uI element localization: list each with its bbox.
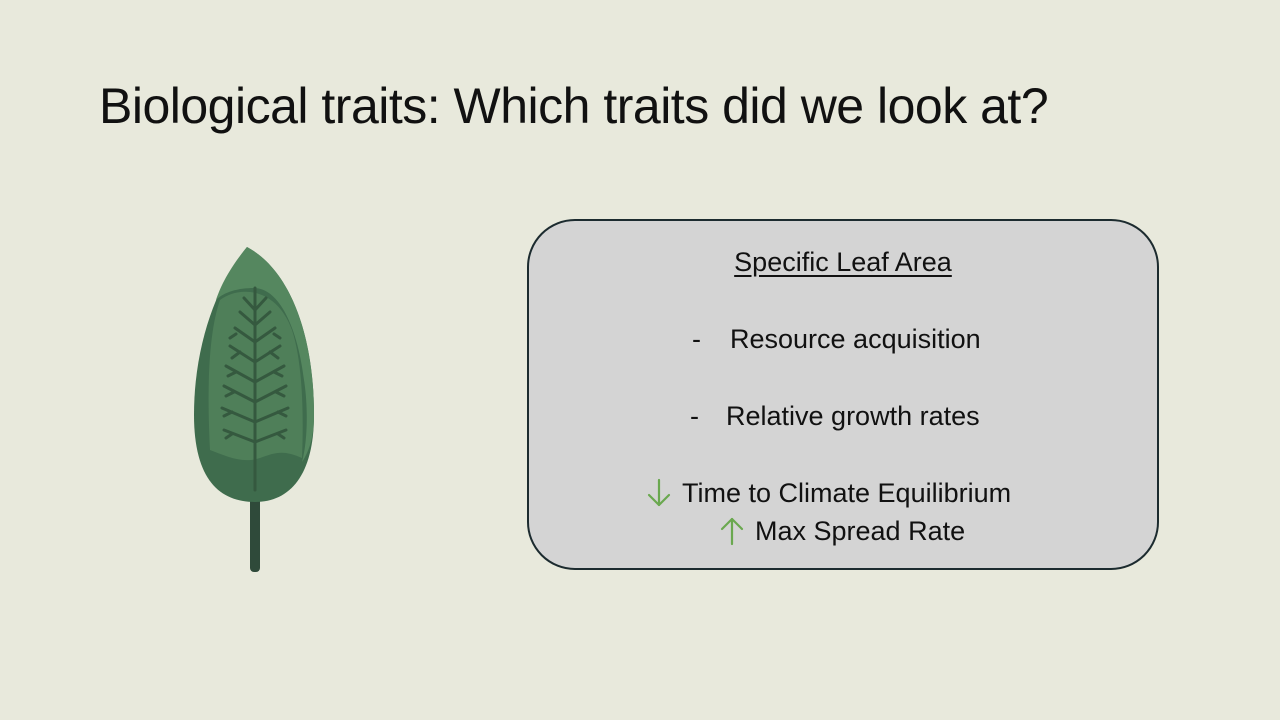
bullet-text: Relative growth rates — [726, 401, 980, 431]
bullet-marker: - — [690, 401, 699, 431]
leaf-highlight — [216, 247, 314, 462]
slide-title: Biological traits: Which traits did we l… — [99, 78, 1049, 134]
arrow-down-icon — [647, 478, 671, 507]
effect-time-to-climate-equilibrium: Time to Climate Equilibrium — [646, 476, 1011, 510]
effect-text: Max Spread Rate — [755, 516, 966, 546]
leaf-icon — [194, 247, 314, 572]
leaf-veins — [220, 286, 290, 492]
bullet-marker: - — [692, 324, 701, 354]
leaf-stem — [250, 490, 260, 572]
bullet-resource-acquisition: - Resource acquisition — [692, 322, 981, 356]
trait-heading: Specific Leaf Area — [734, 247, 952, 277]
arrow-up-icon — [720, 517, 744, 546]
bullet-relative-growth-rates: - Relative growth rates — [690, 399, 980, 433]
trait-box: Specific Leaf Area - Resource acquisition… — [527, 219, 1159, 570]
effect-max-spread-rate: Max Spread Rate — [719, 514, 965, 548]
effect-text: Time to Climate Equilibrium — [682, 478, 1012, 508]
bullet-text: Resource acquisition — [730, 324, 981, 354]
